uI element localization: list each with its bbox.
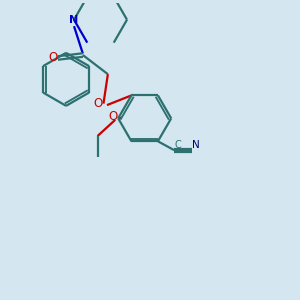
- Text: O: O: [94, 97, 103, 110]
- Text: O: O: [49, 52, 58, 64]
- Text: C: C: [175, 140, 182, 149]
- Text: N: N: [69, 15, 79, 25]
- Text: N: N: [192, 140, 200, 149]
- Text: O: O: [108, 110, 118, 123]
